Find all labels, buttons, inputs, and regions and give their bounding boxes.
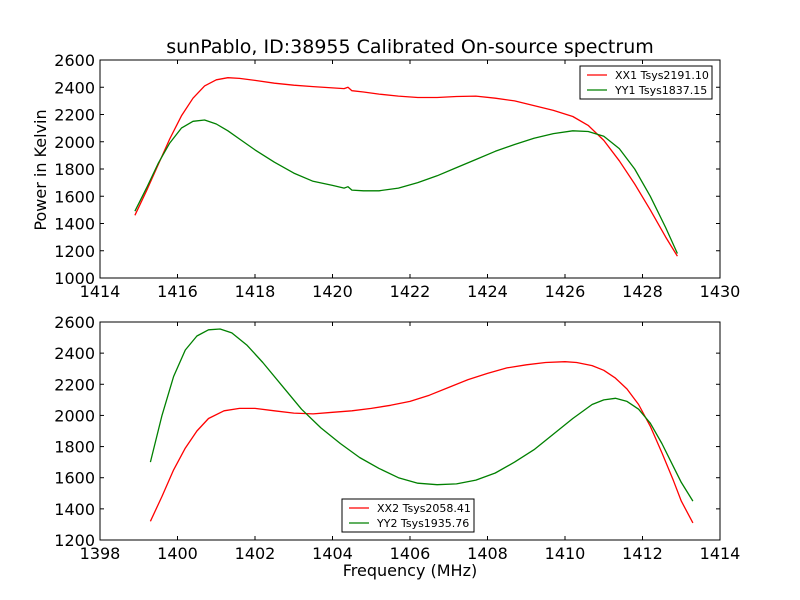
- top-x-tick-label: 1420: [312, 282, 353, 301]
- top-series-lines: [134, 77, 678, 257]
- top-y-tick-label: 1800: [54, 160, 95, 179]
- top-legend: XX1 Tsys2191.10 YY1 Tsys1837.15: [579, 65, 713, 100]
- top-y-tick-label: 2000: [54, 133, 95, 152]
- bottom-y-tick-label: 2600: [54, 313, 95, 332]
- top-series-line-2: [134, 119, 678, 254]
- bottom-x-tick-label: 1402: [235, 544, 276, 563]
- top-x-tick-label: 1426: [545, 282, 586, 301]
- bottom-x-axis-label: Frequency (MHz): [343, 561, 477, 580]
- bottom-x-tick-label: 1414: [700, 544, 741, 563]
- top-x-tick-label: 1428: [622, 282, 663, 301]
- top-plot-frame: [99, 59, 721, 279]
- bottom-legend-entry-2: YY2 Tsys1935.76: [376, 517, 469, 530]
- top-spectrum-panel: sunPablo, ID:38955 Calibrated On-source …: [31, 36, 740, 301]
- bottom-y-tick-label: 2200: [54, 375, 95, 394]
- top-legend-entry-1: XX1 Tsys2191.10: [615, 69, 709, 82]
- top-x-tick-label: 1416: [157, 282, 198, 301]
- bottom-y-tick-label: 1800: [54, 438, 95, 457]
- top-series-line-1: [134, 77, 678, 257]
- top-y-axis-label: Power in Kelvin: [31, 109, 50, 230]
- top-legend-box: [579, 65, 713, 100]
- top-x-tick-label: 1422: [390, 282, 431, 301]
- top-y-tick-label: 2200: [54, 106, 95, 125]
- bottom-x-tick-label: 1406: [390, 544, 431, 563]
- bottom-x-tick-label: 1400: [157, 544, 198, 563]
- top-x-tick-label: 1418: [235, 282, 276, 301]
- bottom-y-tick-label: 1600: [54, 469, 95, 488]
- bottom-y-tick-label: 1200: [54, 531, 95, 550]
- bottom-plot-frame: [99, 321, 721, 541]
- bottom-spectrum-panel: Frequency (MHz) 1398 1400 1402 1404 1406 1408…: [54, 313, 740, 580]
- chart-title: sunPablo, ID:38955 Calibrated On-source …: [166, 36, 654, 58]
- bottom-legend-box: [341, 498, 475, 533]
- bottom-x-tick-label: 1408: [467, 544, 508, 563]
- top-axis-ticks: 1414 1416 1418 1420 1422 1424 1426 1428 1430 1000…: [54, 51, 740, 301]
- bottom-legend: XX2 Tsys2058.41 YY2 Tsys1935.76: [341, 498, 475, 533]
- bottom-y-tick-label: 2400: [54, 344, 95, 363]
- top-y-tick-label: 1200: [54, 242, 95, 261]
- bottom-x-tick-label: 1398: [80, 544, 121, 563]
- top-y-tick-label: 1400: [54, 215, 95, 234]
- bottom-y-tick-label: 1400: [54, 500, 95, 519]
- bottom-series-lines: [149, 328, 694, 524]
- top-x-tick-label: 1414: [80, 282, 121, 301]
- bottom-legend-entry-1: XX2 Tsys2058.41: [377, 502, 471, 515]
- bottom-axis-ticks: 1398 1400 1402 1404 1406 1408 1410 1412 1414 1200…: [54, 313, 740, 563]
- bottom-x-tick-label: 1404: [312, 544, 353, 563]
- top-x-tick-label: 1430: [700, 282, 741, 301]
- top-legend-entry-2: YY1 Tsys1837.15: [614, 84, 707, 97]
- top-y-tick-label: 2600: [54, 51, 95, 70]
- top-x-tick-label: 1424: [467, 282, 508, 301]
- bottom-series-line-2: [149, 328, 694, 502]
- bottom-series-line-1: [149, 361, 694, 524]
- top-y-tick-label: 2400: [54, 78, 95, 97]
- top-y-tick-label: 1000: [54, 269, 95, 288]
- top-y-tick-label: 1600: [54, 187, 95, 206]
- bottom-x-tick-label: 1412: [622, 544, 663, 563]
- bottom-y-tick-label: 2000: [54, 406, 95, 425]
- bottom-x-tick-label: 1410: [545, 544, 586, 563]
